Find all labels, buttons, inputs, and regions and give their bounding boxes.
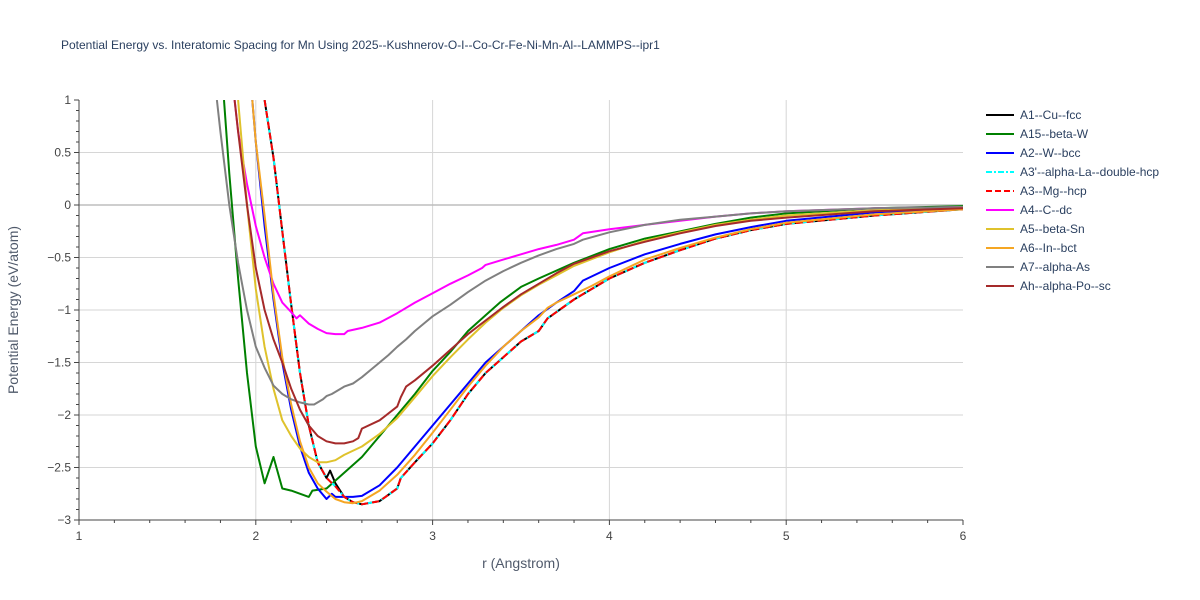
legend-label[interactable]: A5--beta-Sn [1020,222,1085,236]
legend-label[interactable]: A15--beta-W [1020,127,1089,141]
y-tick-label: −1 [57,303,71,317]
series-line[interactable] [237,100,963,464]
axis-layer: 1 2 3 4 5 6 1 0.5 0 −0.5 −1 −1.5 −2 −2.5 −3 [47,93,966,543]
legend[interactable]: A1--Cu--fcc A15--beta-W A2--W--bcc A3'--alp… [986,108,1159,293]
series-layer [215,100,963,506]
series-line[interactable] [263,100,963,506]
legend-label[interactable]: A7--alpha-As [1020,260,1090,274]
x-tick-label: 3 [429,529,436,543]
chart-title: Potential Energy vs. Interatomic Spacing… [61,38,660,52]
legend-label[interactable]: A3'--alpha-La--double-hcp [1020,165,1159,179]
series-line[interactable] [263,100,963,506]
series-line[interactable] [263,100,963,506]
x-axis-title: r (Angstrom) [482,555,560,571]
y-tick-label: −2 [57,408,71,422]
grid-layer [79,100,963,520]
y-tick-label: 1 [64,93,71,107]
x-tick-label: 5 [783,529,790,543]
x-tick-label: 2 [252,529,259,543]
y-tick-label: −3 [57,513,71,527]
legend-label[interactable]: A4--C--dc [1020,203,1072,217]
series-line[interactable] [251,100,963,500]
series-line[interactable] [215,100,963,406]
y-tick-label: 0.5 [54,146,71,160]
legend-label[interactable]: Ah--alpha-Po--sc [1020,279,1111,293]
y-tick-label: 0 [64,198,71,212]
legend-label[interactable]: A3--Mg--hcp [1020,184,1087,198]
series-line[interactable] [251,100,963,505]
y-tick-label: −1.5 [47,356,71,370]
x-tick-label: 1 [76,529,83,543]
legend-label[interactable]: A2--W--bcc [1020,146,1080,160]
legend-label[interactable]: A1--Cu--fcc [1020,108,1081,122]
x-tick-label: 4 [606,529,613,543]
y-axis-title: Potential Energy (eV/atom) [5,226,21,394]
legend-label[interactable]: A6--In--bct [1020,241,1077,255]
series-line[interactable] [233,100,963,445]
x-tick-label: 6 [960,529,967,543]
series-line[interactable] [223,100,963,498]
y-tick-label: −0.5 [47,251,71,265]
series-line[interactable] [233,100,963,336]
y-tick-label: −2.5 [47,461,71,475]
